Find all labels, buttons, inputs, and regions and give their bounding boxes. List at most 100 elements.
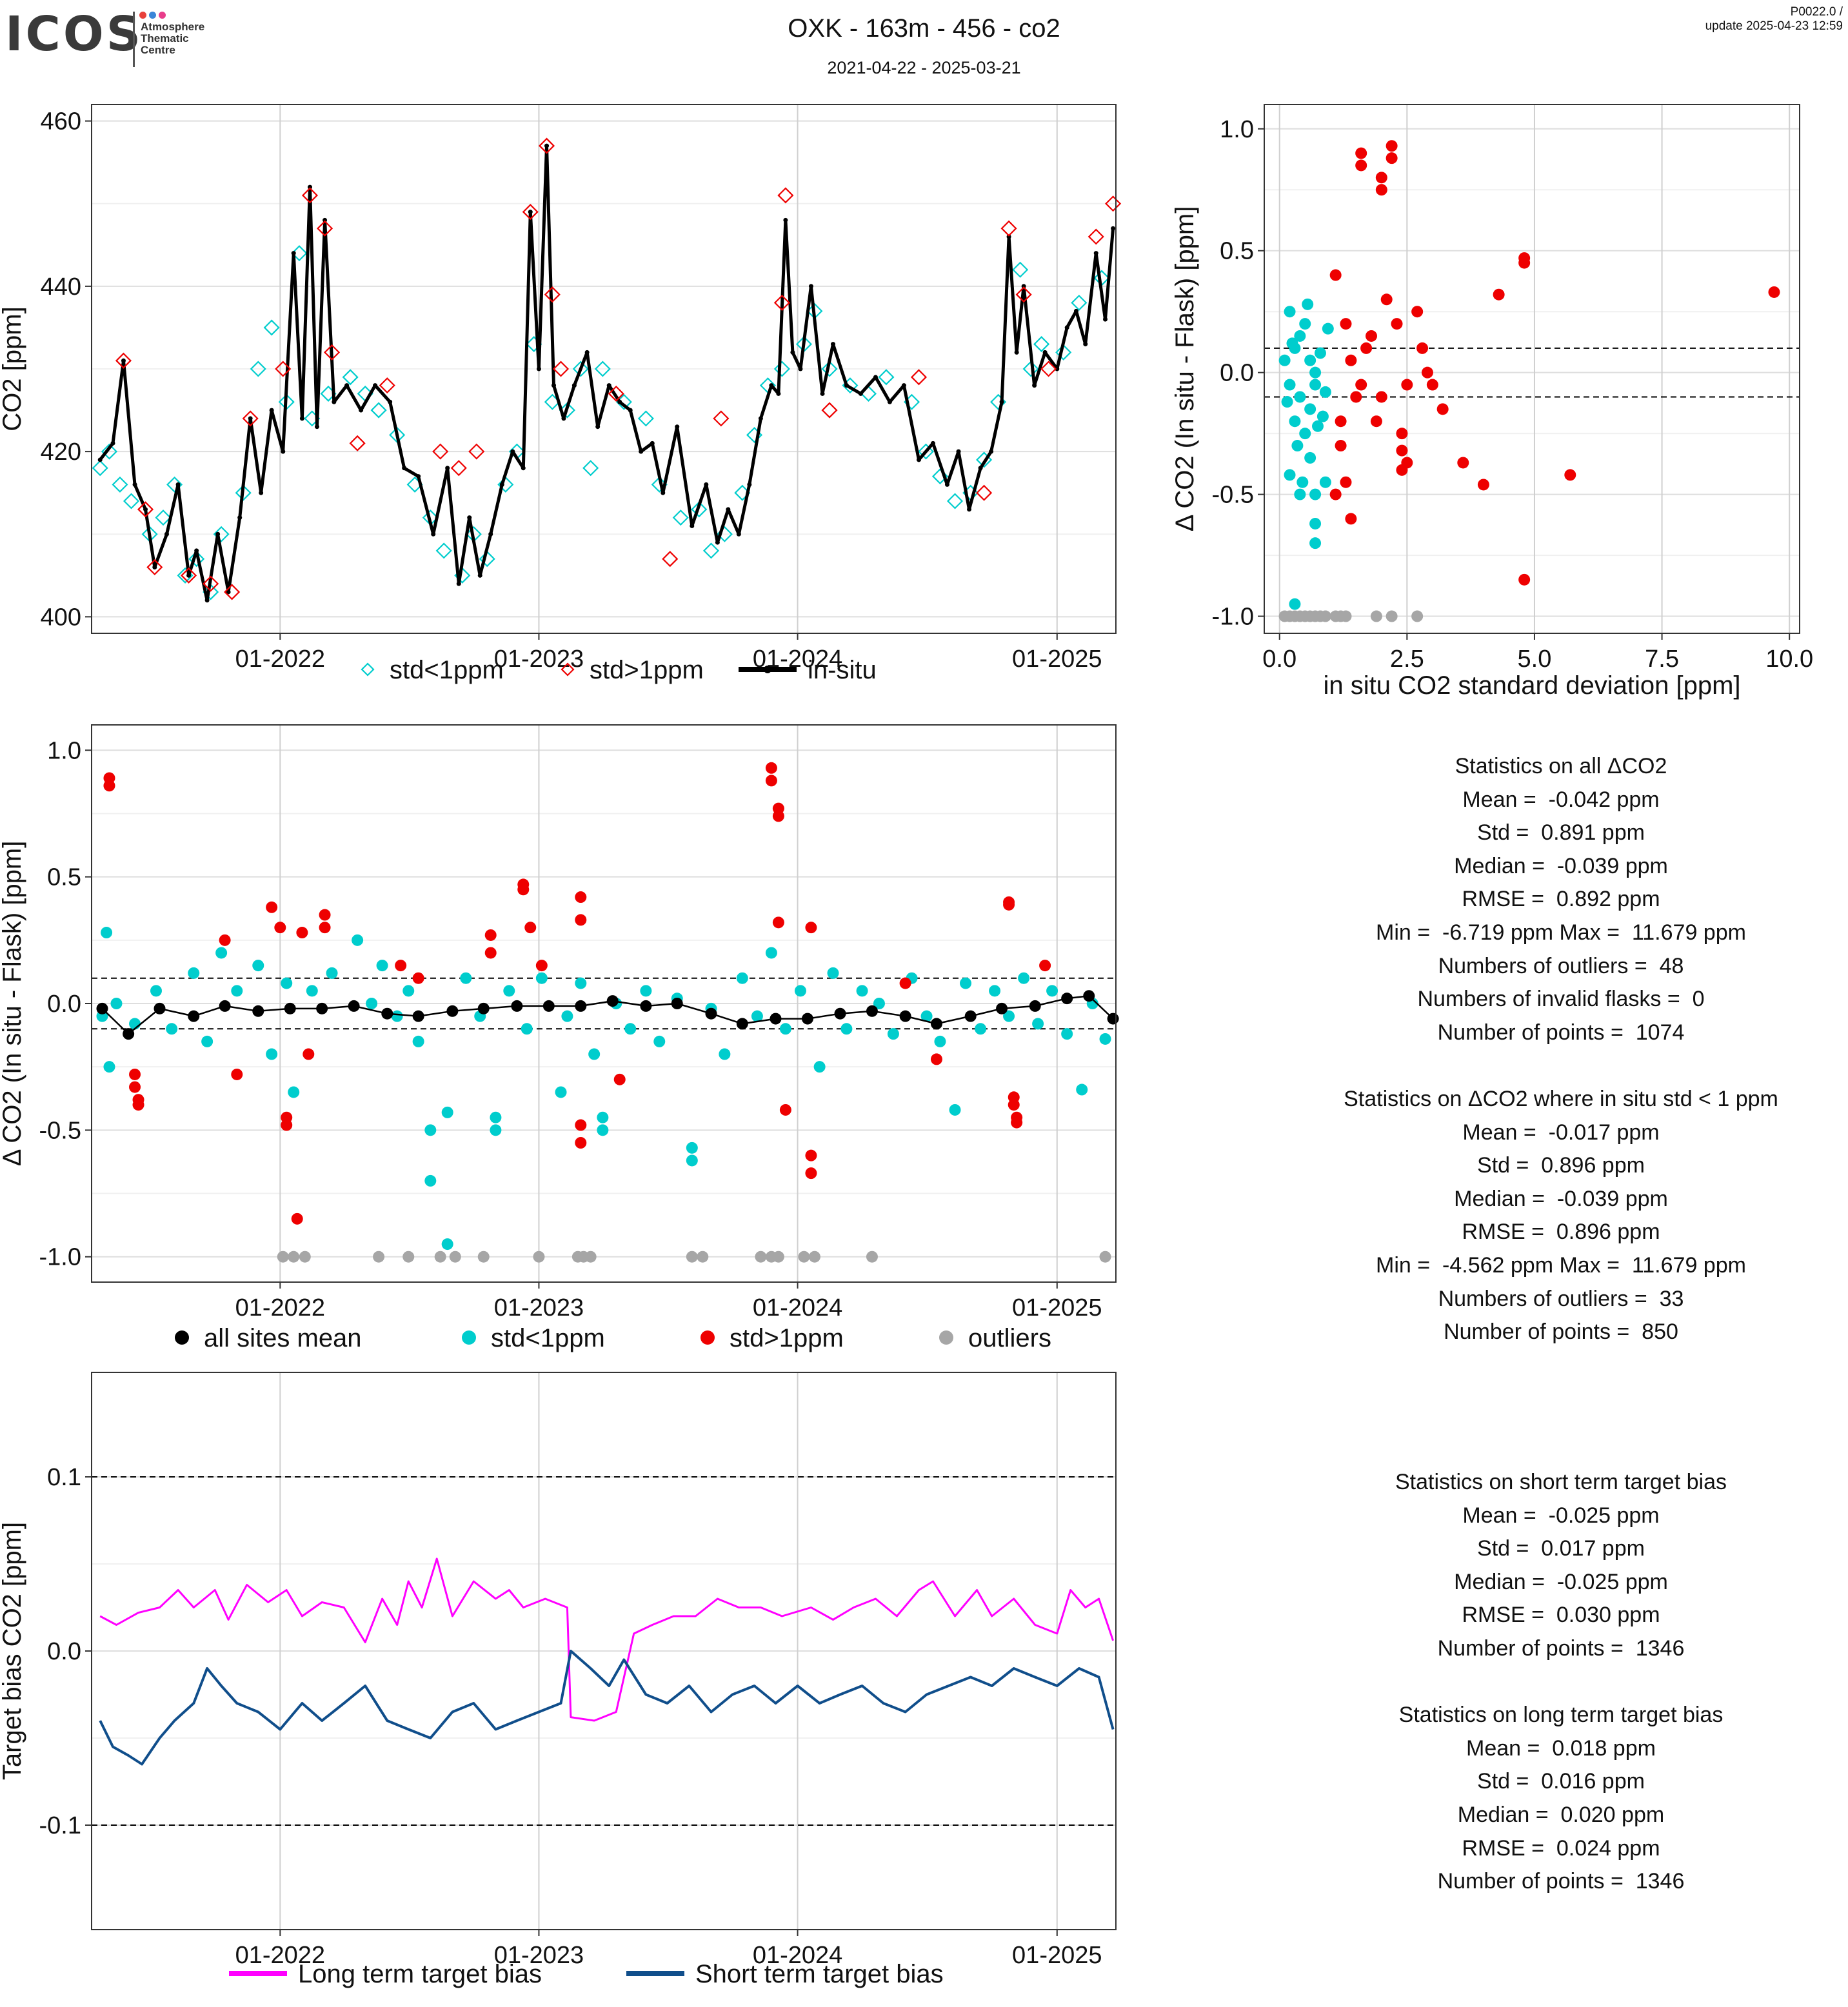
x-tick-label: 01-2023 [494,1294,584,1321]
legend-label: Short term target bias [695,1960,944,1988]
data-point-std-high [275,361,292,377]
all-sites-mean-point [1083,990,1095,1002]
scatter-point-std1ppm [1768,286,1780,298]
in-situ-point [431,531,436,537]
scatter-point-std1ppm [1477,479,1489,491]
date-range: 2021-04-22 - 2025-03-21 [827,58,1021,77]
in-situ-point [783,217,788,222]
delta-point-std1ppm [588,1048,601,1060]
scatter-point-std1ppm [1401,379,1413,391]
in-situ-point [956,449,961,454]
in-situ-point [675,424,680,430]
delta-point-std1ppm [490,1111,502,1123]
delta-point-outliers [686,1251,698,1263]
in-situ-point [132,482,137,487]
y-tick-label: 0.0 [47,1638,81,1665]
in-situ-point [152,565,157,569]
delta-point-std1ppm [296,927,308,939]
data-point-std-low [917,443,935,460]
x-tick-label: 01-2024 [753,1942,842,1969]
data-point-std-low [263,319,280,336]
scatter-point-std1ppm [1312,420,1324,432]
stats-line: Median = -0.039 ppm [1454,853,1668,878]
delta-point-std1ppm [266,1048,278,1060]
in-situ-point [820,391,825,396]
all-sites-mean-point [381,1007,393,1020]
delta-point-outliers [1099,1251,1111,1263]
data-point-std-high [538,137,555,154]
data-point-std-low [235,484,252,501]
y-tick-label: 0.1 [47,1464,81,1491]
delta-point-std1ppm [1018,972,1030,984]
all-sites-mean-point [1029,1000,1041,1012]
legend-label: std<1ppm [491,1324,605,1352]
in-situ-point [617,399,622,404]
y-axis-label: Δ CO2 (In situ - Flask) [ppm] [1171,206,1199,532]
in-situ-point [269,408,274,413]
scatter-point-std1ppm [1391,318,1403,330]
all-sites-mean-point [640,1000,652,1012]
data-point-std-high [301,187,319,204]
in-situ-point [445,466,450,471]
in-situ-point [332,399,337,404]
scatter-point-std1ppm [1493,288,1505,301]
scatter-point-std1ppm [1518,257,1531,269]
delta-point-std1ppm [575,977,587,989]
in-situ-point [844,383,849,388]
long-term-bias-line [99,1557,1115,1722]
scatter-point-std1ppm [1316,410,1329,422]
x-tick-label: 01-2023 [494,1942,584,1969]
delta-point-std1ppm [441,1106,453,1118]
delta-vs-std-chart: 1.0 0.5 0.0 -0.5 -1.0 0.0 2.5 5.0 7.5 10.0 Δ CO2 (… [1171,104,1813,700]
delta-point-std1ppm [613,1073,626,1085]
delta-point-std1ppm [899,977,911,989]
in-situ-point [726,507,731,512]
all-sites-mean-point [834,1007,846,1020]
delta-point-std1ppm [281,1119,293,1131]
delta-point-std1ppm [319,922,331,934]
scatter-point-std1ppm [1281,396,1293,408]
plot-background [1264,104,1800,633]
x-tick-label: 5.0 [1518,646,1552,673]
stats-line: Mean = -0.017 ppm [1462,1120,1660,1145]
legend-label: in-situ [808,656,877,684]
delta-point-std1ppm [1076,1083,1088,1096]
scatter-point-std1ppm [1309,366,1322,379]
in-situ-point [715,540,720,545]
all-sites-mean-point [671,998,683,1009]
in-situ-point [456,581,461,586]
logo-dot-red [139,12,146,19]
plot-border [91,104,1117,634]
scatter-point-std1ppm [1340,476,1352,488]
all-sites-mean-point [575,1000,587,1012]
data-point-std-low [1071,294,1088,311]
scatter-point-std1ppm [1375,184,1387,196]
all-sites-mean-point [188,1010,200,1022]
scatter-point-std1ppm [1401,457,1413,469]
scatter-point-std1ppm [1518,573,1531,586]
delta-point-outliers [584,1251,597,1263]
all-sites-mean-point [606,995,619,1007]
delta-point-std1ppm [1099,1033,1111,1045]
delta-point-std1ppm [719,1048,731,1060]
scatter-point-std1ppm [1284,379,1296,391]
delta-point-std1ppm [930,1053,942,1065]
y-tick-label: 440 [41,273,81,301]
in-situ-point [1021,284,1026,289]
legend-marker [939,1330,953,1345]
delta-point-std1ppm [219,934,231,946]
delta-point-std1ppm [624,1023,637,1035]
stats-all-delta: Statistics on all ΔCO2 Mean = -0.042 ppm S… [1238,750,1848,1349]
scatter-point-std1ppm [1335,440,1347,452]
in-situ-point [1064,325,1069,330]
logo-dot-blue [149,12,156,19]
data-point-std-high [910,369,928,386]
delta-point-std1ppm [110,998,123,1009]
stats-line: Statistics on short term target bias [1395,1470,1727,1494]
legend-label: all sites mean [204,1324,362,1352]
delta-point-std1ppm [376,960,388,972]
delta-point-std1ppm [765,762,777,774]
scatter-point-std1ppm [1302,298,1314,310]
in-situ-point [359,408,364,413]
scatter-point-outliers [1319,610,1331,622]
